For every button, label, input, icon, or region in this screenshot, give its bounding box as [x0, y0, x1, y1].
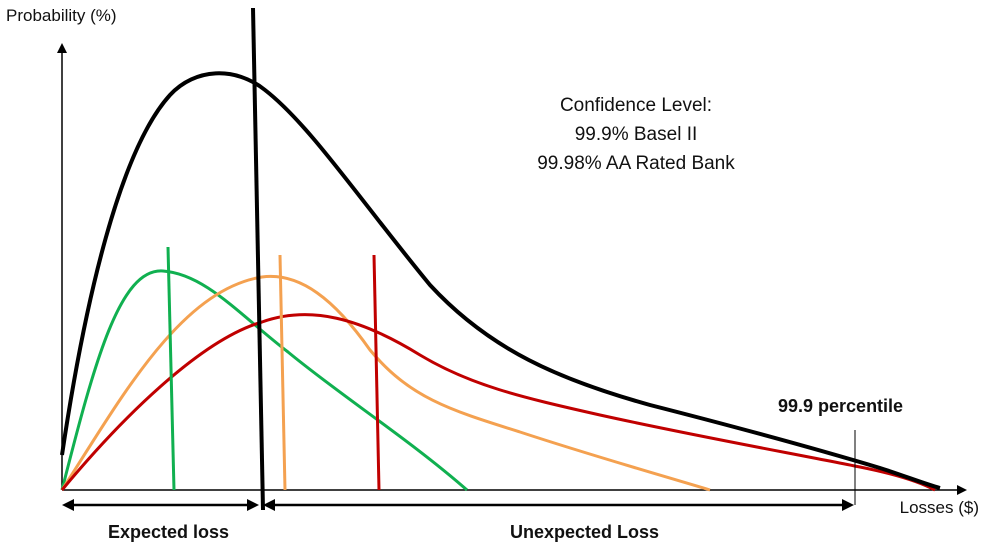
confidence-basel: 99.9% Basel II [486, 120, 786, 149]
unexpected-loss-label: Unexpected Loss [510, 522, 659, 543]
orange-distribution-curve [62, 276, 710, 490]
green-marker-line [168, 247, 174, 490]
expected-arrow-left-head [62, 499, 74, 511]
confidence-aa-bank: 99.98% AA Rated Bank [486, 149, 786, 178]
x-axis-label: Losses ($) [900, 498, 979, 518]
confidence-title: Confidence Level: [486, 91, 786, 120]
green-distribution-curve [62, 271, 467, 490]
expected-arrow-right-head [247, 499, 259, 511]
unexpected-arrow-right-head [842, 499, 854, 511]
confidence-level-annotation: Confidence Level: 99.9% Basel II 99.98% … [486, 91, 786, 178]
percentile-label: 99.9 percentile [778, 396, 903, 417]
orange-marker-line [280, 255, 285, 490]
red-marker-line [374, 255, 379, 490]
y-axis-label: Probability (%) [6, 6, 117, 26]
expected-loss-label: Expected loss [108, 522, 229, 543]
